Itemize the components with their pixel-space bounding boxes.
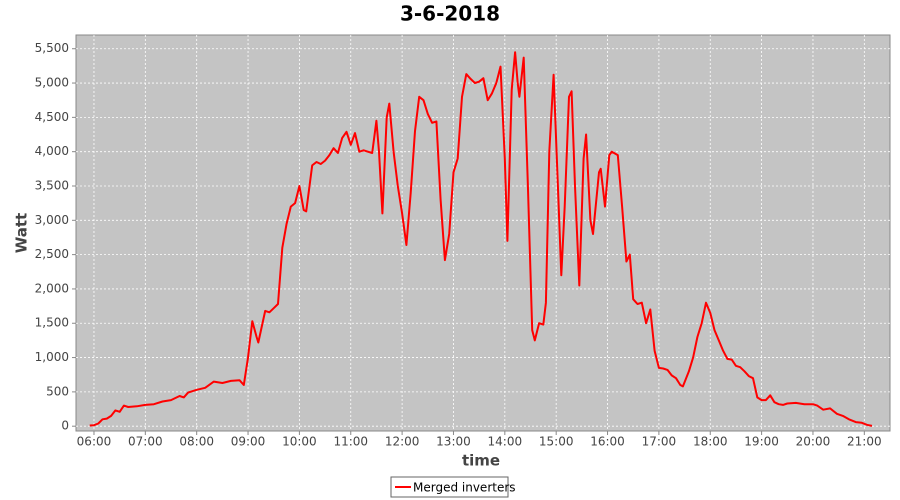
y-tick-label: 4,000 (35, 144, 69, 158)
x-tick-label: 18:00 (693, 435, 728, 449)
x-tick-label: 20:00 (796, 435, 831, 449)
data-line (89, 51, 873, 427)
y-tick-label: 5,000 (35, 76, 69, 90)
x-tick-label: 13:00 (436, 435, 471, 449)
y-tick-label: 4,500 (35, 110, 69, 124)
y-tick-label: 500 (46, 384, 69, 398)
y-tick-label: 5,500 (35, 41, 69, 55)
x-tick-label: 14:00 (488, 435, 523, 449)
x-tick-label: 17:00 (642, 435, 677, 449)
x-tick-label: 07:00 (128, 435, 163, 449)
legend-label: Merged inverters (413, 481, 516, 495)
y-axis-label: Watt (13, 213, 31, 253)
x-tick-label: 10:00 (282, 435, 317, 449)
y-tick-label: 1,000 (35, 350, 69, 364)
x-tick-label: 08:00 (179, 435, 214, 449)
x-tick-label: 09:00 (231, 435, 266, 449)
x-axis-label: time (462, 452, 500, 470)
x-tick-label: 11:00 (333, 435, 368, 449)
y-tick-label: 0 (61, 419, 69, 433)
plot-area (75, 34, 891, 432)
x-tick-label: 06:00 (77, 435, 112, 449)
legend-box (390, 476, 509, 498)
y-tick-label: 2,500 (35, 247, 69, 261)
y-tick-label: 3,500 (35, 178, 69, 192)
y-tick-label: 2,000 (35, 281, 69, 295)
y-tick-label: 3,000 (35, 213, 69, 227)
x-tick-label: 15:00 (539, 435, 574, 449)
x-tick-label: 16:00 (590, 435, 625, 449)
x-tick-label: 12:00 (385, 435, 420, 449)
y-tick-label: 1,500 (35, 316, 69, 330)
chart-title: 3-6-2018 (400, 2, 500, 26)
legend: Merged inverters (390, 476, 516, 498)
x-tick-label: 19:00 (744, 435, 779, 449)
x-tick-label: 21:00 (847, 435, 882, 449)
